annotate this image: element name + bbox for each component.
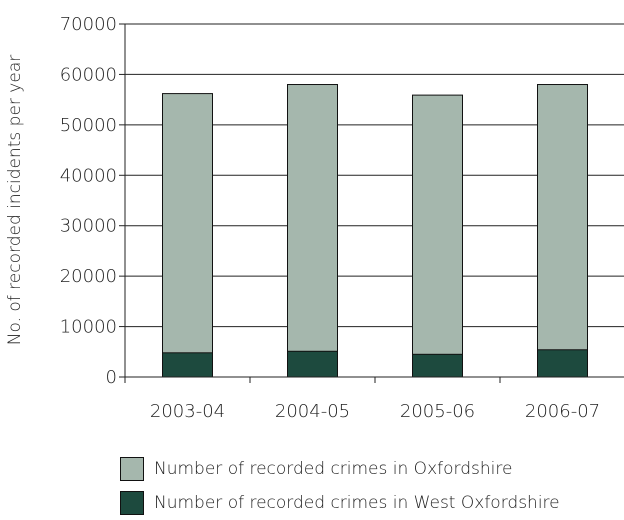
x-tick-label-2006-07: 2006-07 — [525, 401, 600, 422]
legend-label-oxfordshire: Number of recorded crimes in Oxfordshire — [154, 459, 513, 479]
y-tick-label-3: 30000 — [60, 216, 117, 237]
y-axis-title: No. of recorded incidents per year — [5, 55, 25, 345]
y-tick-label-7: 70000 — [60, 14, 117, 35]
bar-chart: 0 10000 20000 30000 40000 50000 60000 70000 200… — [5, 14, 624, 422]
bars — [162, 84, 588, 378]
legend-label-west-oxfordshire: Number of recorded crimes in West Oxford… — [154, 493, 560, 513]
bar-west-oxfordshire-2006-07 — [537, 349, 588, 378]
legend-swatch-west-oxfordshire — [120, 491, 144, 515]
x-tick-label-2004-05: 2004-05 — [275, 401, 350, 422]
y-tick-label-2: 20000 — [60, 266, 117, 287]
legend: Number of recorded crimes in Oxfordshire… — [120, 452, 560, 520]
bar-west-oxfordshire-2003-04 — [162, 352, 213, 378]
y-tick-label-6: 60000 — [60, 64, 117, 85]
y-tick-label-4: 40000 — [60, 165, 117, 186]
y-tick-labels: 0 10000 20000 30000 40000 50000 60000 70000 — [60, 14, 117, 388]
bar-oxfordshire-2004-05 — [287, 84, 338, 378]
x-tick-label-2005-06: 2005-06 — [400, 401, 475, 422]
x-tick-label-2003-04: 2003-04 — [150, 401, 225, 422]
x-tick-labels: 2003-04 2004-05 2005-06 2006-07 — [150, 401, 600, 422]
y-tick-label-5: 50000 — [60, 115, 117, 136]
legend-item-oxfordshire: Number of recorded crimes in Oxfordshire — [120, 452, 560, 486]
y-tick-label-0: 0 — [106, 367, 117, 388]
axes — [119, 23, 624, 383]
legend-swatch-oxfordshire — [120, 457, 144, 481]
bar-oxfordshire-2003-04 — [162, 93, 213, 378]
legend-item-west-oxfordshire: Number of recorded crimes in West Oxford… — [120, 486, 560, 520]
y-tick-label-1: 10000 — [60, 317, 117, 338]
bar-oxfordshire-2005-06 — [412, 94, 463, 378]
bar-oxfordshire-2006-07 — [537, 84, 588, 378]
bar-west-oxfordshire-2004-05 — [287, 350, 338, 378]
bar-west-oxfordshire-2005-06 — [412, 353, 463, 378]
